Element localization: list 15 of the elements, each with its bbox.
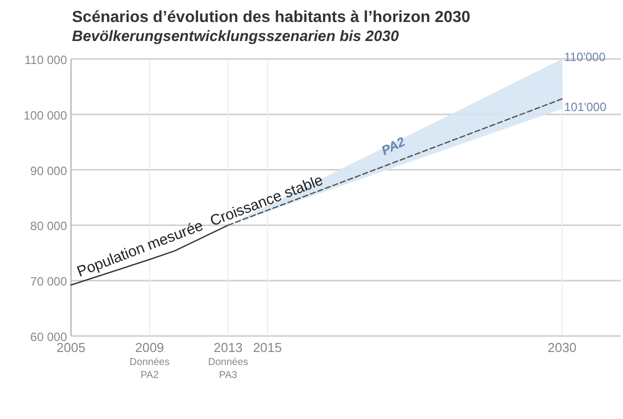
- x-tick-label: 2030: [548, 340, 577, 355]
- y-tick-label: 80 000: [30, 219, 68, 234]
- annotation: 110'000: [564, 50, 606, 64]
- x-tick-label: 2015: [252, 340, 282, 355]
- chart-subtitle: Bevölkerungsentwicklungsszenarien bis 2030: [72, 28, 400, 45]
- line-series: [70, 224, 229, 286]
- chart-title: Scénarios d’évolution des habitants à l’horizon 2030: [72, 9, 470, 26]
- y-tick-label: 90 000: [30, 164, 68, 178]
- x-tick-label: 2009 Données PA2: [130, 340, 170, 381]
- x-tick-label: 2013 Données PA3: [208, 340, 248, 381]
- y-tick-label: 70 000: [30, 274, 68, 289]
- annotation: 101'000: [564, 100, 607, 114]
- y-tick-label: 100 000: [24, 108, 68, 122]
- annotation: PA2: [378, 134, 408, 158]
- y-tick-label: 110 000: [24, 53, 68, 67]
